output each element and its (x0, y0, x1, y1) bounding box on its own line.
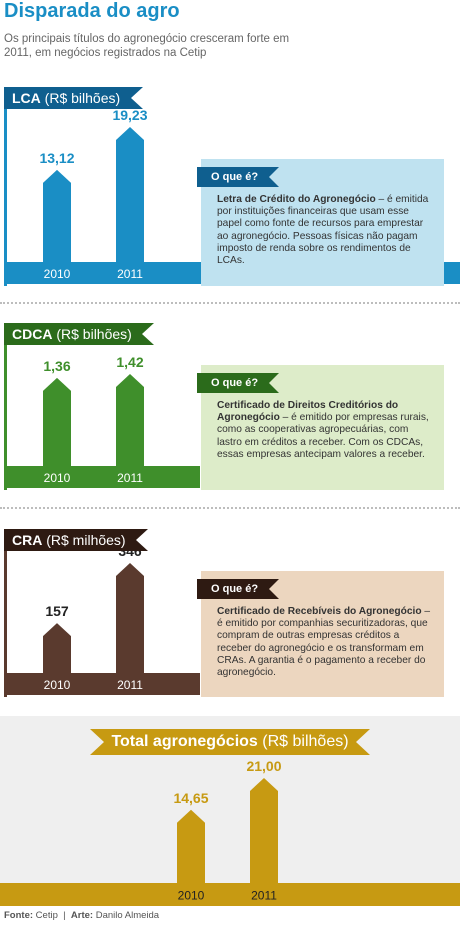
cra-bar-2010 (43, 623, 71, 673)
lca-info-tag-background (197, 167, 279, 187)
cdca-bar-2010 (43, 377, 71, 466)
cdca-title: CDCA (12, 326, 53, 342)
lca-info-description: – é emitida por instituições financeiras… (217, 194, 429, 267)
lca-year-label-2011: 2011 (117, 267, 143, 281)
cdca-info-label: O que é? (211, 377, 259, 389)
cdca-tag: CDCA (R$ bilhões) (4, 323, 154, 345)
total-year-label-2010: 2010 (178, 889, 205, 903)
total-value-label-2011: 21,00 (246, 758, 281, 774)
lca-tag: LCA (R$ bilhões) (4, 87, 143, 109)
footer: Fonte: Cetip | Arte: Danilo Almeida (4, 910, 159, 921)
cdca-tag-background (4, 323, 154, 345)
cra-info-box: O que é? Certificado de Recebíveis do Ag… (197, 571, 444, 697)
total-value-label-2010: 14,65 (173, 790, 208, 806)
page-subtitle: Os principais títulos do agronegócio cre… (4, 33, 290, 59)
cra-info-tag: O que é? (197, 579, 279, 599)
lca-info-term: Letra de Crédito do Agronegócio (217, 194, 376, 205)
total-title: Total agronegócios (111, 733, 258, 750)
footer-source-label: Fonte: (4, 910, 34, 921)
cdca-chart: 1,36 2010 1,42 2011 (4, 354, 200, 488)
cdca-info-tag: O que é? (197, 373, 279, 393)
cra-baseline-band (4, 673, 200, 695)
cra-info-label: O que é? (211, 583, 259, 595)
cra-info-text: Certificado de Recebíveis do Agronegócio… (217, 606, 432, 679)
cra-value-label-2010: 157 (45, 603, 69, 619)
total-baseline-band (0, 883, 460, 906)
cra-info-tag-background (197, 579, 279, 599)
cdca-info-text: Certificado de Direitos Creditórios do A… (217, 400, 432, 461)
cdca-unit: (R$ bilhões) (56, 326, 132, 342)
lca-year-label-2010: 2010 (44, 267, 71, 281)
footer-separator: | (63, 910, 66, 921)
cra-info-description: – é emitido por companhias securitizador… (217, 606, 431, 679)
lca-info-text: Letra de Crédito do Agronegócio – é emit… (217, 194, 432, 267)
cdca-axis (4, 336, 7, 490)
cdca-info-term: Certificado de Direitos Creditórios do A… (217, 400, 399, 424)
cdca-year-label-2011: 2011 (117, 471, 143, 485)
lca-bar-2011 (116, 127, 144, 262)
lca-tag-background (4, 87, 143, 109)
lca-title: LCA (12, 90, 41, 106)
total-unit: (R$ bilhões) (262, 733, 349, 750)
lca-axis (4, 100, 7, 286)
cra-tag: CRA (R$ milhões) (4, 529, 148, 551)
total-bar-2011 (250, 778, 278, 883)
total-year-label-2011: 2011 (251, 889, 277, 903)
lca-info-label: O que é? (211, 171, 259, 183)
footer-source: Cetip (35, 910, 58, 921)
cdca-bar-2011 (116, 374, 144, 466)
cra-year-label-2010: 2010 (44, 678, 71, 692)
divider-2 (0, 507, 460, 509)
page-title: Disparada do agro (4, 0, 180, 22)
total-bar-2010 (177, 809, 205, 883)
cdca-value-label-2010: 1,36 (43, 358, 70, 374)
cdca-info-description: – é emitido por empresas rurais, como as… (217, 412, 429, 460)
cdca-info-box: O que é? Certificado de Direitos Creditó… (197, 365, 444, 490)
cra-unit: (R$ milhões) (46, 532, 126, 548)
lca-unit: (R$ bilhões) (44, 90, 121, 106)
cdca-value-label-2011: 1,42 (116, 354, 143, 370)
lca-info-tag: O que é? (197, 167, 279, 187)
cra-tag-background (4, 529, 148, 551)
lca-value-label-2011: 19,23 (112, 107, 147, 123)
cdca-baseline-band (4, 466, 200, 488)
cra-bar-2011 (116, 563, 144, 673)
cra-axis (4, 542, 7, 697)
footer-author: Danilo Almeida (95, 910, 160, 921)
cra-info-term: Certificado de Recebíveis do Agronegócio (217, 606, 422, 617)
total-tag-background (90, 729, 370, 755)
lca-value-label-2010: 13,12 (39, 150, 74, 166)
lca-info-box: O que é? Letra de Crédito do Agronegócio… (197, 159, 444, 286)
lca-bar-2010 (43, 169, 71, 262)
footer-author-label: Arte: (70, 910, 94, 921)
cdca-info-tag-background (197, 373, 279, 393)
cra-title: CRA (12, 532, 43, 548)
cdca-year-label-2010: 2010 (44, 471, 71, 485)
total-tag: Total agronegócios (R$ bilhões) (90, 729, 370, 755)
cra-year-label-2011: 2011 (117, 678, 143, 692)
divider-1 (0, 302, 460, 304)
